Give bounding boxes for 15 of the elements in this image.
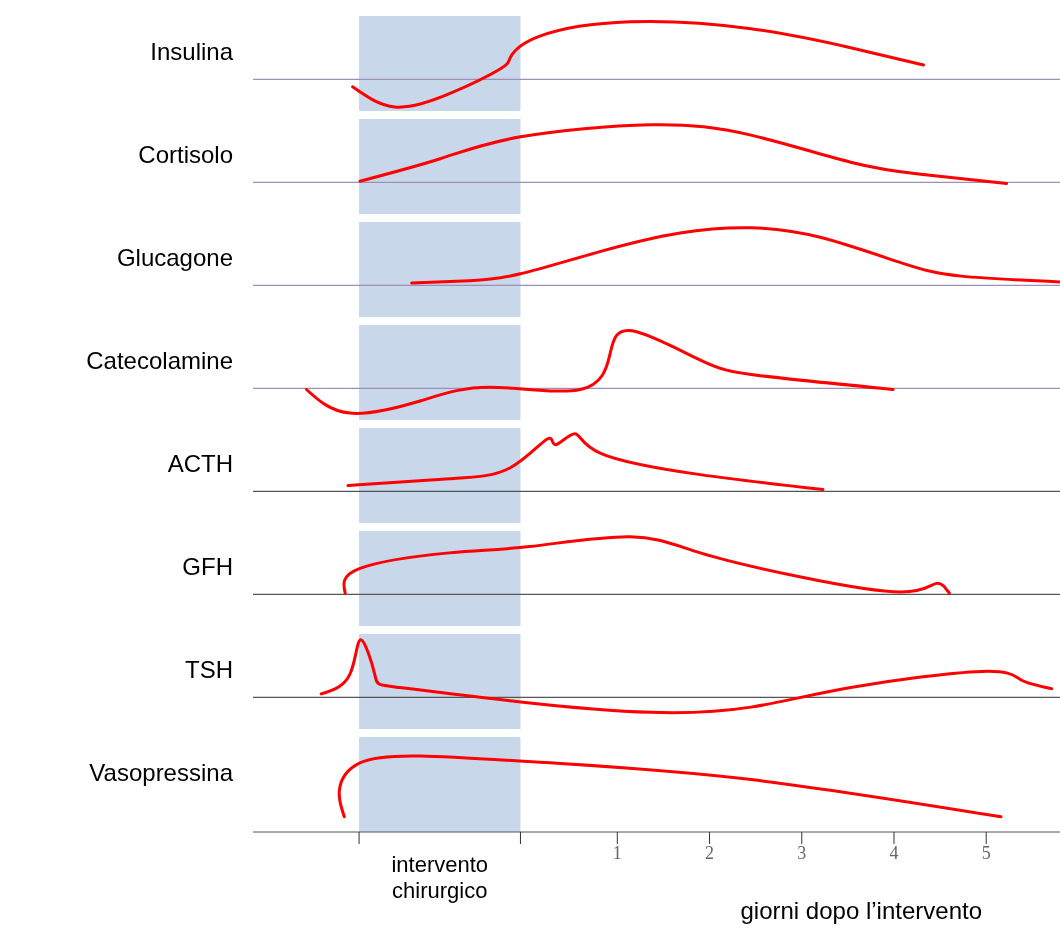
y-axis-title: Cortisolo bbox=[138, 141, 233, 169]
x-tick-label: 4 bbox=[889, 842, 899, 863]
y-axis-title: Glucagone bbox=[116, 244, 233, 272]
x-tick-label: 2 bbox=[705, 842, 715, 863]
x-axis-title: giorni dopo l’intervento bbox=[740, 897, 982, 924]
x-tick-label: 1 bbox=[612, 842, 622, 863]
x-tick-label: 3 bbox=[797, 842, 807, 863]
y-axis-title: TSH bbox=[185, 656, 233, 684]
y-axis-title: Catecolamine bbox=[86, 347, 233, 375]
band-label: intervento chirurgico bbox=[391, 852, 489, 903]
y-axis-title: Vasopressina bbox=[89, 759, 233, 787]
y-axis-title: Insulina bbox=[150, 38, 233, 66]
y-axis-title: GFH bbox=[182, 553, 233, 581]
x-tick-label: 5 bbox=[981, 842, 991, 863]
y-axis-title: ACTH bbox=[167, 450, 233, 478]
